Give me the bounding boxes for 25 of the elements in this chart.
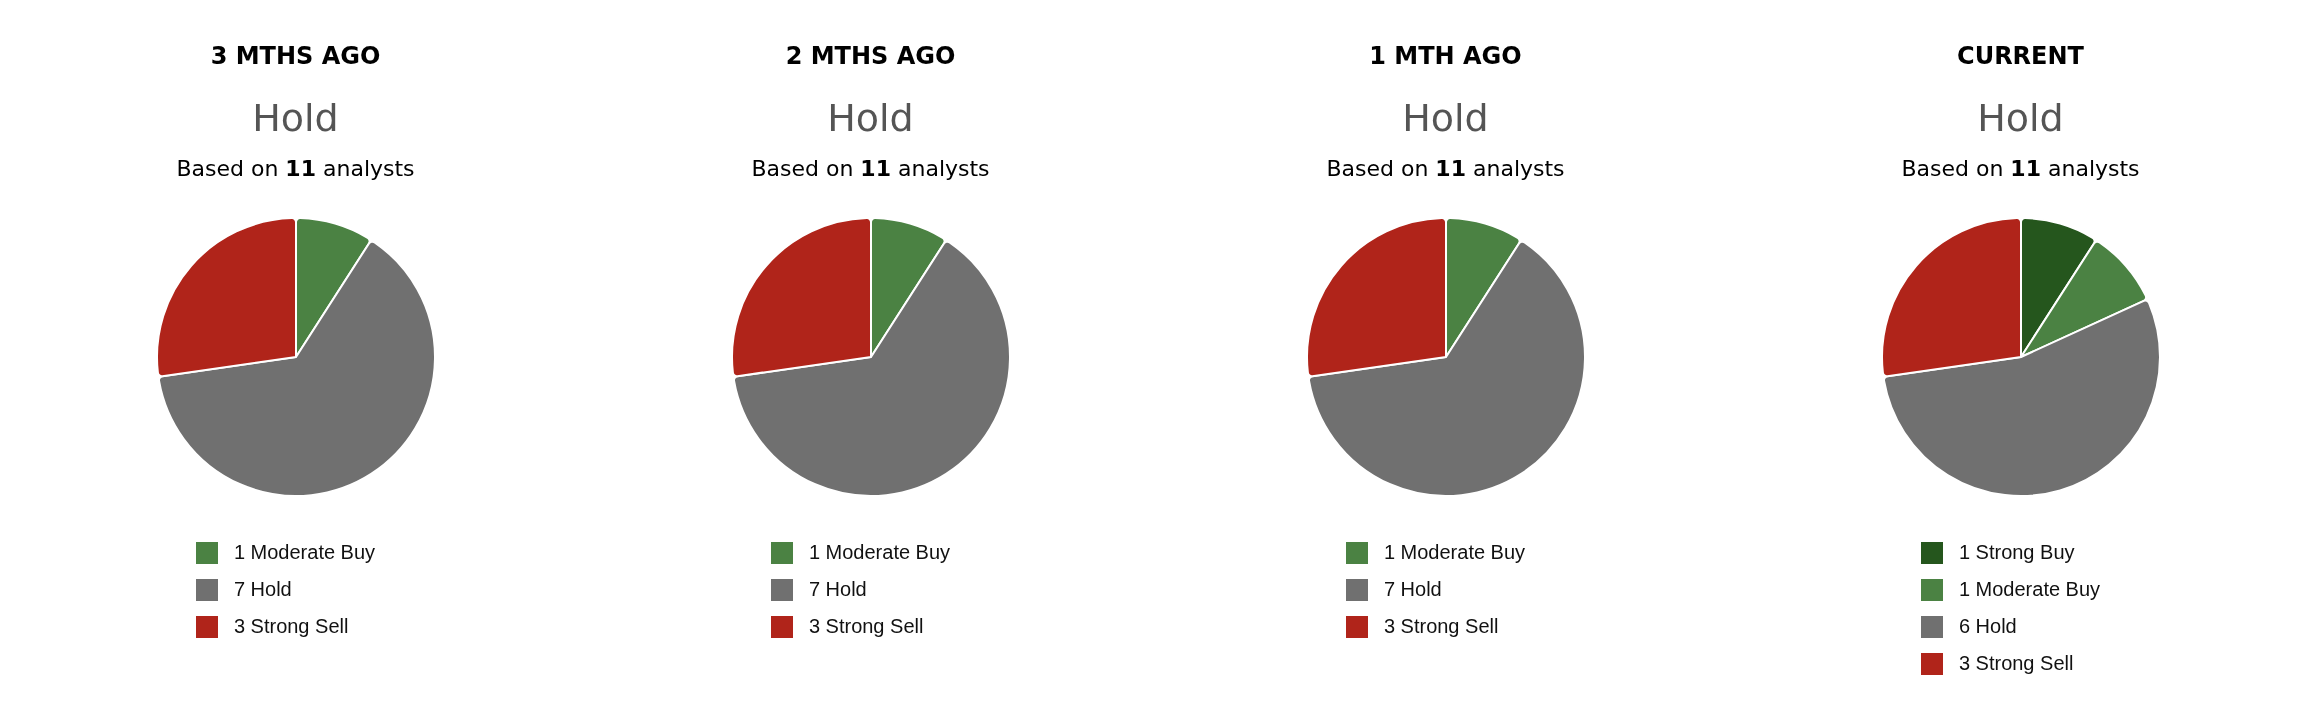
chart-title: CURRENT [1957, 42, 2084, 72]
chart-title: 2 MTHS AGO [785, 42, 956, 72]
chart-title: 3 MTHS AGO [210, 42, 381, 72]
legend-label: 6 Hold [1958, 615, 2017, 638]
legend-label: 7 Hold [1383, 578, 1442, 601]
legend-label: 3 Strong Sell [1958, 652, 2074, 675]
legend-label: 1 Moderate Buy [808, 541, 951, 564]
chart-subtitle: Hold [1977, 96, 2064, 140]
chart-subtitle: Hold [252, 96, 339, 140]
text: Based on 11 analysts [176, 156, 415, 181]
legend-label: 3 Strong Sell [1383, 615, 1499, 638]
legend-label: 3 Strong Sell [233, 615, 349, 638]
legend-label: 1 Moderate Buy [1958, 578, 2101, 601]
legend-label: 7 Hold [808, 578, 867, 601]
legend-label: 7 Hold [233, 578, 292, 601]
legend-label: 1 Moderate Buy [1383, 541, 1526, 564]
text: Based on 11 analysts [751, 156, 990, 181]
chart-title: 1 MTH AGO [1369, 42, 1522, 72]
chart-subtitle: Hold [1402, 96, 1489, 140]
text: Based on 11 analysts [1326, 156, 1565, 181]
legend-label: 1 Strong Buy [1958, 541, 2075, 564]
legend-label: 3 Strong Sell [808, 615, 924, 638]
text: Based on 11 analysts [1901, 156, 2140, 181]
chart-subtitle: Hold [827, 96, 914, 140]
legend-label: 1 Moderate Buy [233, 541, 376, 564]
